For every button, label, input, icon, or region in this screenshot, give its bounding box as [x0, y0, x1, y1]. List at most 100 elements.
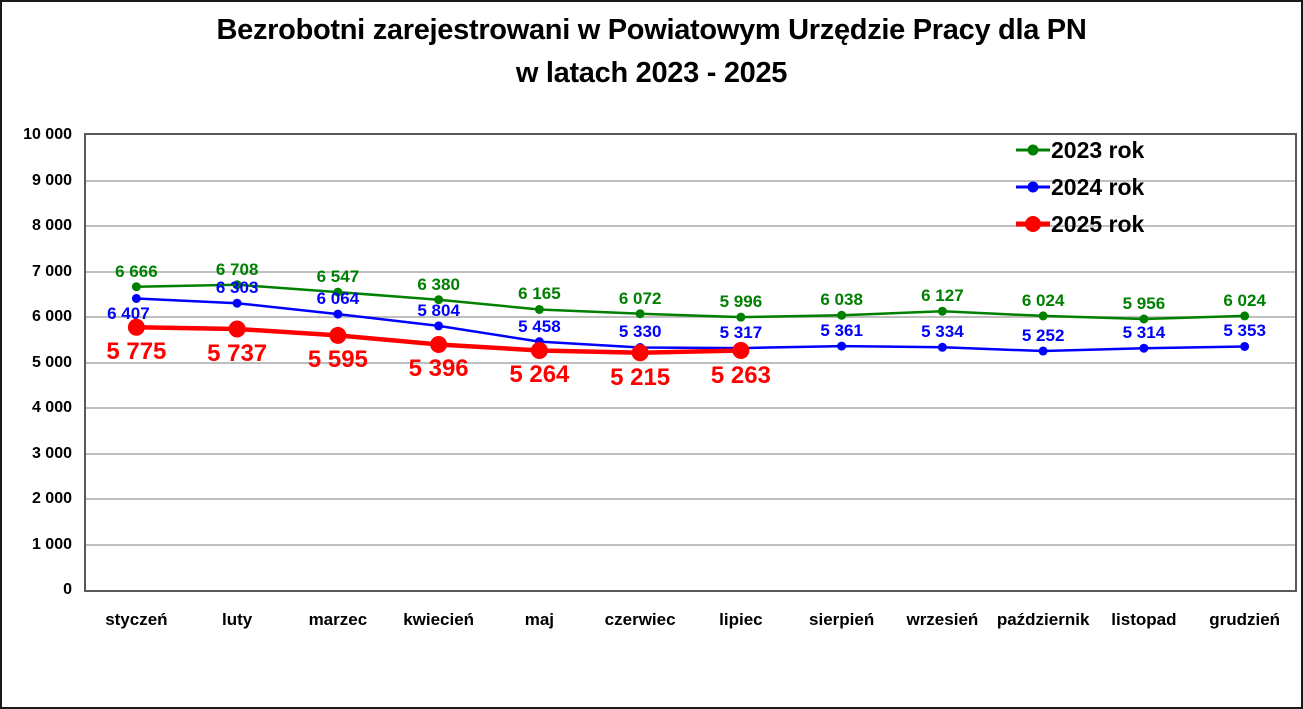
data-label: 5 353	[1223, 321, 1266, 341]
data-point	[1240, 311, 1250, 321]
data-label: 6 165	[518, 284, 561, 304]
legend-item: 2024 rok	[1016, 170, 1144, 204]
data-label: 6 666	[115, 261, 158, 281]
x-axis-label: maj	[524, 610, 555, 629]
x-axis-label: luty	[222, 610, 253, 629]
data-point	[937, 342, 947, 352]
y-axis-label: 4 000	[31, 399, 72, 416]
grid-line	[86, 452, 1295, 455]
grid-line	[86, 270, 1295, 273]
data-label: 5 330	[618, 322, 662, 342]
data-label: 5 996	[719, 292, 763, 312]
grid-line	[86, 316, 1295, 318]
x-axis-label: wrzesień	[906, 610, 979, 629]
data-label: 5 595	[307, 346, 368, 374]
legend-item: 2025 rok	[1016, 207, 1144, 241]
data-label: 5 263	[710, 361, 771, 389]
data-point	[937, 306, 947, 316]
data-point	[232, 298, 242, 308]
data-label: 5 252	[1021, 326, 1065, 346]
data-label: 6 547	[316, 267, 360, 287]
y-axis-label: 0	[63, 581, 72, 598]
data-label: 5 396	[408, 355, 469, 383]
y-axis-label: 3 000	[31, 444, 72, 462]
x-axis-label: marzec	[308, 610, 368, 629]
data-point	[131, 293, 141, 303]
x-axis-label: grudzień	[1209, 610, 1281, 629]
data-label: 5 458	[518, 316, 561, 336]
chart-title-line1: Bezrobotni zarejestrowani w Powiatowym U…	[216, 14, 1087, 46]
data-label: 5 264	[509, 361, 570, 389]
data-label: 5 314	[1122, 323, 1166, 343]
plot-area	[84, 133, 1297, 592]
data-label: 6 708	[215, 259, 259, 279]
data-point	[631, 344, 649, 362]
grid-line	[86, 498, 1295, 500]
y-axis-label: 7 000	[31, 262, 72, 280]
data-point	[131, 282, 141, 292]
legend-label: 2025 rok	[1051, 210, 1145, 237]
data-label: 6 407	[107, 304, 150, 324]
data-label: 6 380	[417, 274, 460, 294]
x-axis-label: styczeń	[105, 610, 168, 629]
series-plot	[127, 280, 1250, 362]
data-point	[333, 287, 343, 297]
legend-label: 2023 rok	[1051, 136, 1145, 163]
data-label: 6 072	[618, 288, 662, 308]
data-point	[434, 295, 444, 305]
data-label: 5 956	[1122, 294, 1166, 313]
data-point	[430, 335, 448, 353]
chart-title: Bezrobotni zarejestrowani w Powiatowym U…	[2, 9, 1301, 95]
data-point	[1139, 343, 1149, 353]
data-point	[736, 312, 746, 322]
y-axis-label: 5 000	[31, 353, 72, 371]
data-label: 6 064	[316, 289, 360, 309]
data-point	[127, 318, 145, 336]
data-point	[837, 341, 847, 351]
data-label: 5 361	[820, 321, 863, 341]
y-axis-label: 1 000	[31, 535, 72, 553]
x-axis-label: listopad	[1111, 610, 1177, 629]
grid-line	[86, 361, 1295, 364]
grid-line	[86, 543, 1295, 546]
chart-title-line2: w latach 2023 - 2025	[515, 57, 788, 89]
data-label: 6 024	[1223, 290, 1266, 310]
legend-label: 2024 rok	[1051, 173, 1145, 200]
data-label: 5 334	[921, 322, 964, 342]
y-axis-label: 10 000	[23, 126, 72, 143]
grid-line	[86, 407, 1295, 409]
grid-line	[86, 225, 1295, 227]
data-label: 6 127	[921, 286, 964, 306]
data-point	[1038, 346, 1048, 356]
data-point	[434, 321, 444, 331]
data-label: 5 775	[106, 338, 167, 366]
data-point	[1240, 341, 1250, 351]
series-line-2024-rok	[135, 297, 1246, 353]
x-axis-label: październik	[996, 610, 1090, 629]
y-axis-label: 2 000	[31, 490, 72, 507]
legend-marker-icon	[1016, 216, 1050, 232]
y-axis-label: 8 000	[31, 217, 72, 234]
data-label: 6 024	[1021, 290, 1065, 310]
data-point	[228, 320, 246, 338]
data-point	[329, 326, 347, 344]
data-point	[732, 342, 750, 360]
data-label: 6 038	[820, 290, 863, 310]
legend-marker-icon	[1016, 181, 1050, 193]
data-point	[1139, 314, 1149, 324]
data-label: 5 737	[207, 339, 268, 367]
data-label: 5 215	[610, 363, 671, 391]
data-point	[635, 309, 645, 319]
data-point	[534, 304, 544, 314]
series-line-2023-rok	[135, 283, 1246, 321]
data-label: 5 317	[719, 323, 763, 343]
data-point	[1038, 311, 1048, 321]
x-axis-label: czerwiec	[604, 610, 676, 629]
y-axis-label: 6 000	[31, 308, 72, 325]
data-point	[837, 310, 847, 320]
data-point	[530, 341, 548, 359]
data-label: 6 303	[215, 278, 259, 298]
x-axis-label: kwiecień	[403, 610, 475, 629]
legend-marker-icon	[1016, 144, 1050, 156]
